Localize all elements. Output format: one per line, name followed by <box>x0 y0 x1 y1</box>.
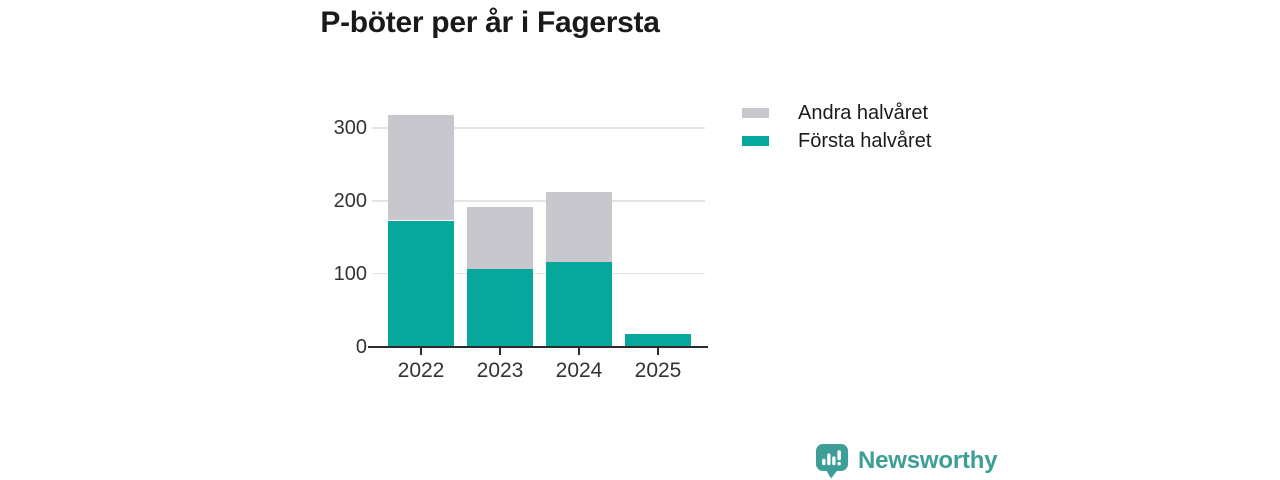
newsworthy-chart-speech-bubble-icon <box>816 444 848 479</box>
legend-label-forsta: Första halvåret <box>798 129 932 152</box>
x-axis-label-2025: 2025 <box>634 359 682 382</box>
y-axis-tick-label: 300 <box>333 117 367 139</box>
x-axis-label-2024: 2024 <box>555 359 603 382</box>
legend-swatch-andra <box>742 108 769 118</box>
bar-2023-forsta-segment <box>467 268 533 347</box>
gridline-100 <box>372 272 705 275</box>
legend-swatch-forsta <box>742 136 769 146</box>
x-axis-tick-2022 <box>420 348 422 355</box>
x-axis-tick-2024 <box>578 348 580 355</box>
bar-2022-andra-segment <box>388 114 454 221</box>
bar-2024-forsta-segment <box>546 262 612 347</box>
gridline-200 <box>372 200 705 202</box>
y-axis-tick-label: 0 <box>355 335 367 358</box>
x-axis-label-2023: 2023 <box>476 359 524 382</box>
gridline-300 <box>372 127 705 129</box>
legend-label-andra: Andra halvåret <box>798 101 929 124</box>
y-axis-tick-label: 100 <box>333 262 367 285</box>
bar-2023-andra-segment <box>467 206 533 269</box>
chart-title: P-böter per år i Fagersta <box>320 6 660 39</box>
legend-item-forsta: Första halvåret <box>742 127 931 155</box>
x-axis-tick-2023 <box>499 348 501 355</box>
x-axis-tick-2025 <box>657 348 659 355</box>
y-axis-tick-label: 200 <box>333 189 367 212</box>
bar-2022-forsta-segment <box>388 220 454 347</box>
legend-item-andra: Andra halvåret <box>742 99 931 127</box>
legend: Andra halvåret Första halvåret <box>742 99 931 155</box>
bar-2025-forsta-segment <box>625 334 691 347</box>
brand-logo: Newsworthy <box>815 443 998 479</box>
bar-2024-andra-segment <box>546 192 612 262</box>
x-axis-line <box>368 345 708 348</box>
brand-name: Newsworthy <box>858 447 998 474</box>
x-axis-label-2022: 2022 <box>397 359 445 382</box>
